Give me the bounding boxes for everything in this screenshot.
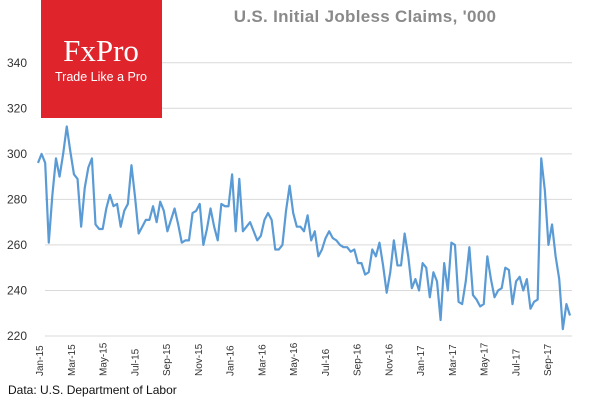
x-tick-label: May-16 <box>289 342 300 376</box>
logo-background <box>41 0 162 118</box>
y-tick-label: 300 <box>7 147 27 161</box>
x-tick-label: Jul-15 <box>130 348 141 376</box>
y-axis-ticks: 220 240 260 280 300 320 340 <box>7 56 27 343</box>
x-tick-label: Jan-16 <box>226 345 237 376</box>
x-tick-label: Sep-15 <box>162 343 173 376</box>
x-tick-label: Nov-16 <box>384 343 395 376</box>
x-tick-label: Jan-15 <box>35 345 46 376</box>
x-tick-label: Mar-17 <box>448 344 459 376</box>
y-tick-label: 240 <box>7 283 27 297</box>
y-tick-label: 280 <box>7 192 27 206</box>
x-tick-label: May-17 <box>480 342 491 376</box>
x-tick-label: May-15 <box>99 342 110 376</box>
x-tick-label: Mar-16 <box>257 344 268 376</box>
data-source: Data: U.S. Department of Labor <box>8 383 177 397</box>
y-tick-label: 340 <box>7 56 27 70</box>
fxpro-logo: FxPro Trade Like a Pro <box>41 0 162 118</box>
logo-name: FxPro <box>63 33 139 68</box>
y-tick-label: 260 <box>7 238 27 252</box>
x-tick-label: Mar-15 <box>67 344 78 376</box>
x-tick-label: Jan-17 <box>416 345 427 376</box>
x-tick-label: Jul-16 <box>321 348 332 376</box>
y-tick-label: 320 <box>7 101 27 115</box>
x-tick-label: Nov-15 <box>194 343 205 376</box>
x-axis-ticks: Jan-15 Mar-15 May-15 Jul-15 Sep-15 Nov-15 Jan-… <box>35 342 554 376</box>
chart-title: U.S. Initial Jobless Claims, '000 <box>234 7 496 26</box>
series-line <box>36 125 572 331</box>
logo-tagline: Trade Like a Pro <box>55 70 147 84</box>
x-tick-label: Sep-16 <box>353 343 364 376</box>
x-tick-label: Jul-17 <box>511 348 522 376</box>
y-tick-label: 220 <box>7 329 27 343</box>
x-tick-label: Sep-17 <box>543 343 554 376</box>
